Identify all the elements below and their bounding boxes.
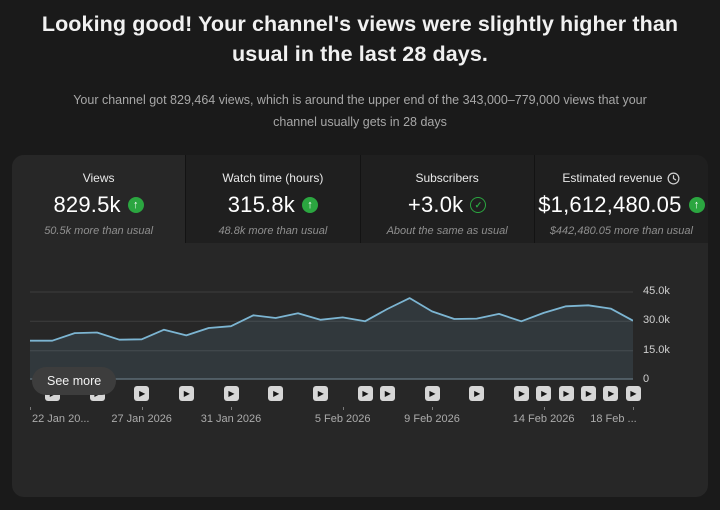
- video-thumbnail-marker[interactable]: ▶: [223, 386, 239, 401]
- metric-label: Subscribers: [415, 171, 479, 185]
- see-more-button[interactable]: See more: [32, 367, 117, 395]
- metric-label: Views: [82, 171, 115, 185]
- video-thumbnail-marker[interactable]: ▶: [178, 386, 194, 401]
- video-thumbnail-marker[interactable]: ▶: [379, 386, 395, 401]
- tab-subscribers[interactable]: Subscribers +3.0k ✓ About the same as us…: [359, 155, 534, 243]
- metric-tabs: Views 829.5k ↑ 50.5k more than usual Wat…: [12, 155, 708, 243]
- metric-delta: 50.5k more than usual: [44, 225, 154, 237]
- video-thumbnail-marker[interactable]: ▶: [625, 386, 641, 401]
- video-thumbnail-marker[interactable]: ▶: [558, 386, 574, 401]
- tab-views[interactable]: Views 829.5k ↑ 50.5k more than usual: [12, 155, 186, 243]
- up-arrow-icon: ↑: [127, 197, 144, 213]
- video-thumbnail-marker[interactable]: ▶: [603, 386, 619, 401]
- x-axis-label: 27 Jan 2026: [111, 413, 172, 425]
- x-axis-label: 18 Feb ...: [590, 413, 637, 425]
- analytics-card: Views 829.5k ↑ 50.5k more than usual Wat…: [12, 155, 708, 497]
- x-axis-tick: [543, 407, 545, 410]
- metric-delta: About the same as usual: [386, 225, 508, 237]
- y-axis-label: 0: [643, 373, 650, 385]
- video-thumbnail-marker[interactable]: ▶: [312, 386, 328, 401]
- metric-value: 315.8k: [227, 192, 295, 217]
- x-axis-tick: [432, 407, 433, 410]
- banner-title: Looking good! Your channel's views were …: [41, 12, 679, 66]
- clock-icon: [667, 172, 680, 184]
- x-axis-label: 22 Jan 20...: [32, 413, 90, 425]
- video-thumbnail-marker[interactable]: ▶: [580, 386, 596, 401]
- up-arrow-icon: ↑: [302, 197, 318, 213]
- y-axis-label: 30.0k: [643, 314, 670, 327]
- metric-label: Watch time (hours): [222, 171, 324, 185]
- video-thumbnail-marker[interactable]: ▶: [469, 386, 485, 401]
- x-axis-label: 31 Jan 2026: [200, 413, 262, 425]
- y-axis-label: 15.0k: [643, 343, 670, 356]
- x-axis-label: 9 Feb 2026: [404, 413, 460, 425]
- chart-area-fill: [30, 298, 633, 379]
- video-thumbnail-marker[interactable]: ▶: [268, 386, 284, 401]
- x-axis-tick: [342, 407, 344, 410]
- x-axis-tick: [141, 407, 143, 410]
- metric-label: Estimated revenue: [562, 171, 663, 185]
- up-arrow-icon: ↑: [688, 197, 705, 213]
- video-thumbnail-marker[interactable]: ▶: [536, 386, 552, 401]
- metric-delta: 48.8k more than usual: [218, 225, 328, 237]
- chart-plot: [30, 291, 633, 380]
- video-thumbnail-marker[interactable]: ▶: [424, 386, 440, 401]
- check-circle-icon: ✓: [470, 197, 487, 213]
- insight-banner: Looking good! Your channel's views were …: [0, 0, 720, 133]
- banner-subtitle: Your channel got 829,464 views, which is…: [73, 93, 647, 129]
- x-axis-tick: [30, 407, 31, 410]
- tab-estimated-revenue[interactable]: Estimated revenue $1,612,480.05 ↑ $442,4…: [533, 155, 708, 243]
- tab-watch-time[interactable]: Watch time (hours) 315.8k ↑ 48.8k more t…: [185, 155, 360, 243]
- x-axis-label: 14 Feb 2026: [512, 413, 575, 425]
- video-thumbnail-marker[interactable]: ▶: [357, 386, 373, 401]
- y-axis-label: 45.0k: [643, 285, 670, 297]
- metric-value: $1,612,480.05: [538, 192, 682, 217]
- x-axis-label: 5 Feb 2026: [314, 413, 371, 425]
- metric-value: 829.5k: [53, 192, 121, 217]
- video-thumbnail-marker[interactable]: ▶: [513, 386, 529, 401]
- x-axis-tick: [633, 407, 634, 410]
- metric-delta: $442,480.05 more than usual: [549, 225, 693, 237]
- x-axis-tick: [231, 407, 232, 410]
- metric-value: +3.0k: [407, 192, 464, 217]
- video-thumbnail-marker[interactable]: ▶: [134, 386, 150, 401]
- chart-line: [30, 297, 633, 342]
